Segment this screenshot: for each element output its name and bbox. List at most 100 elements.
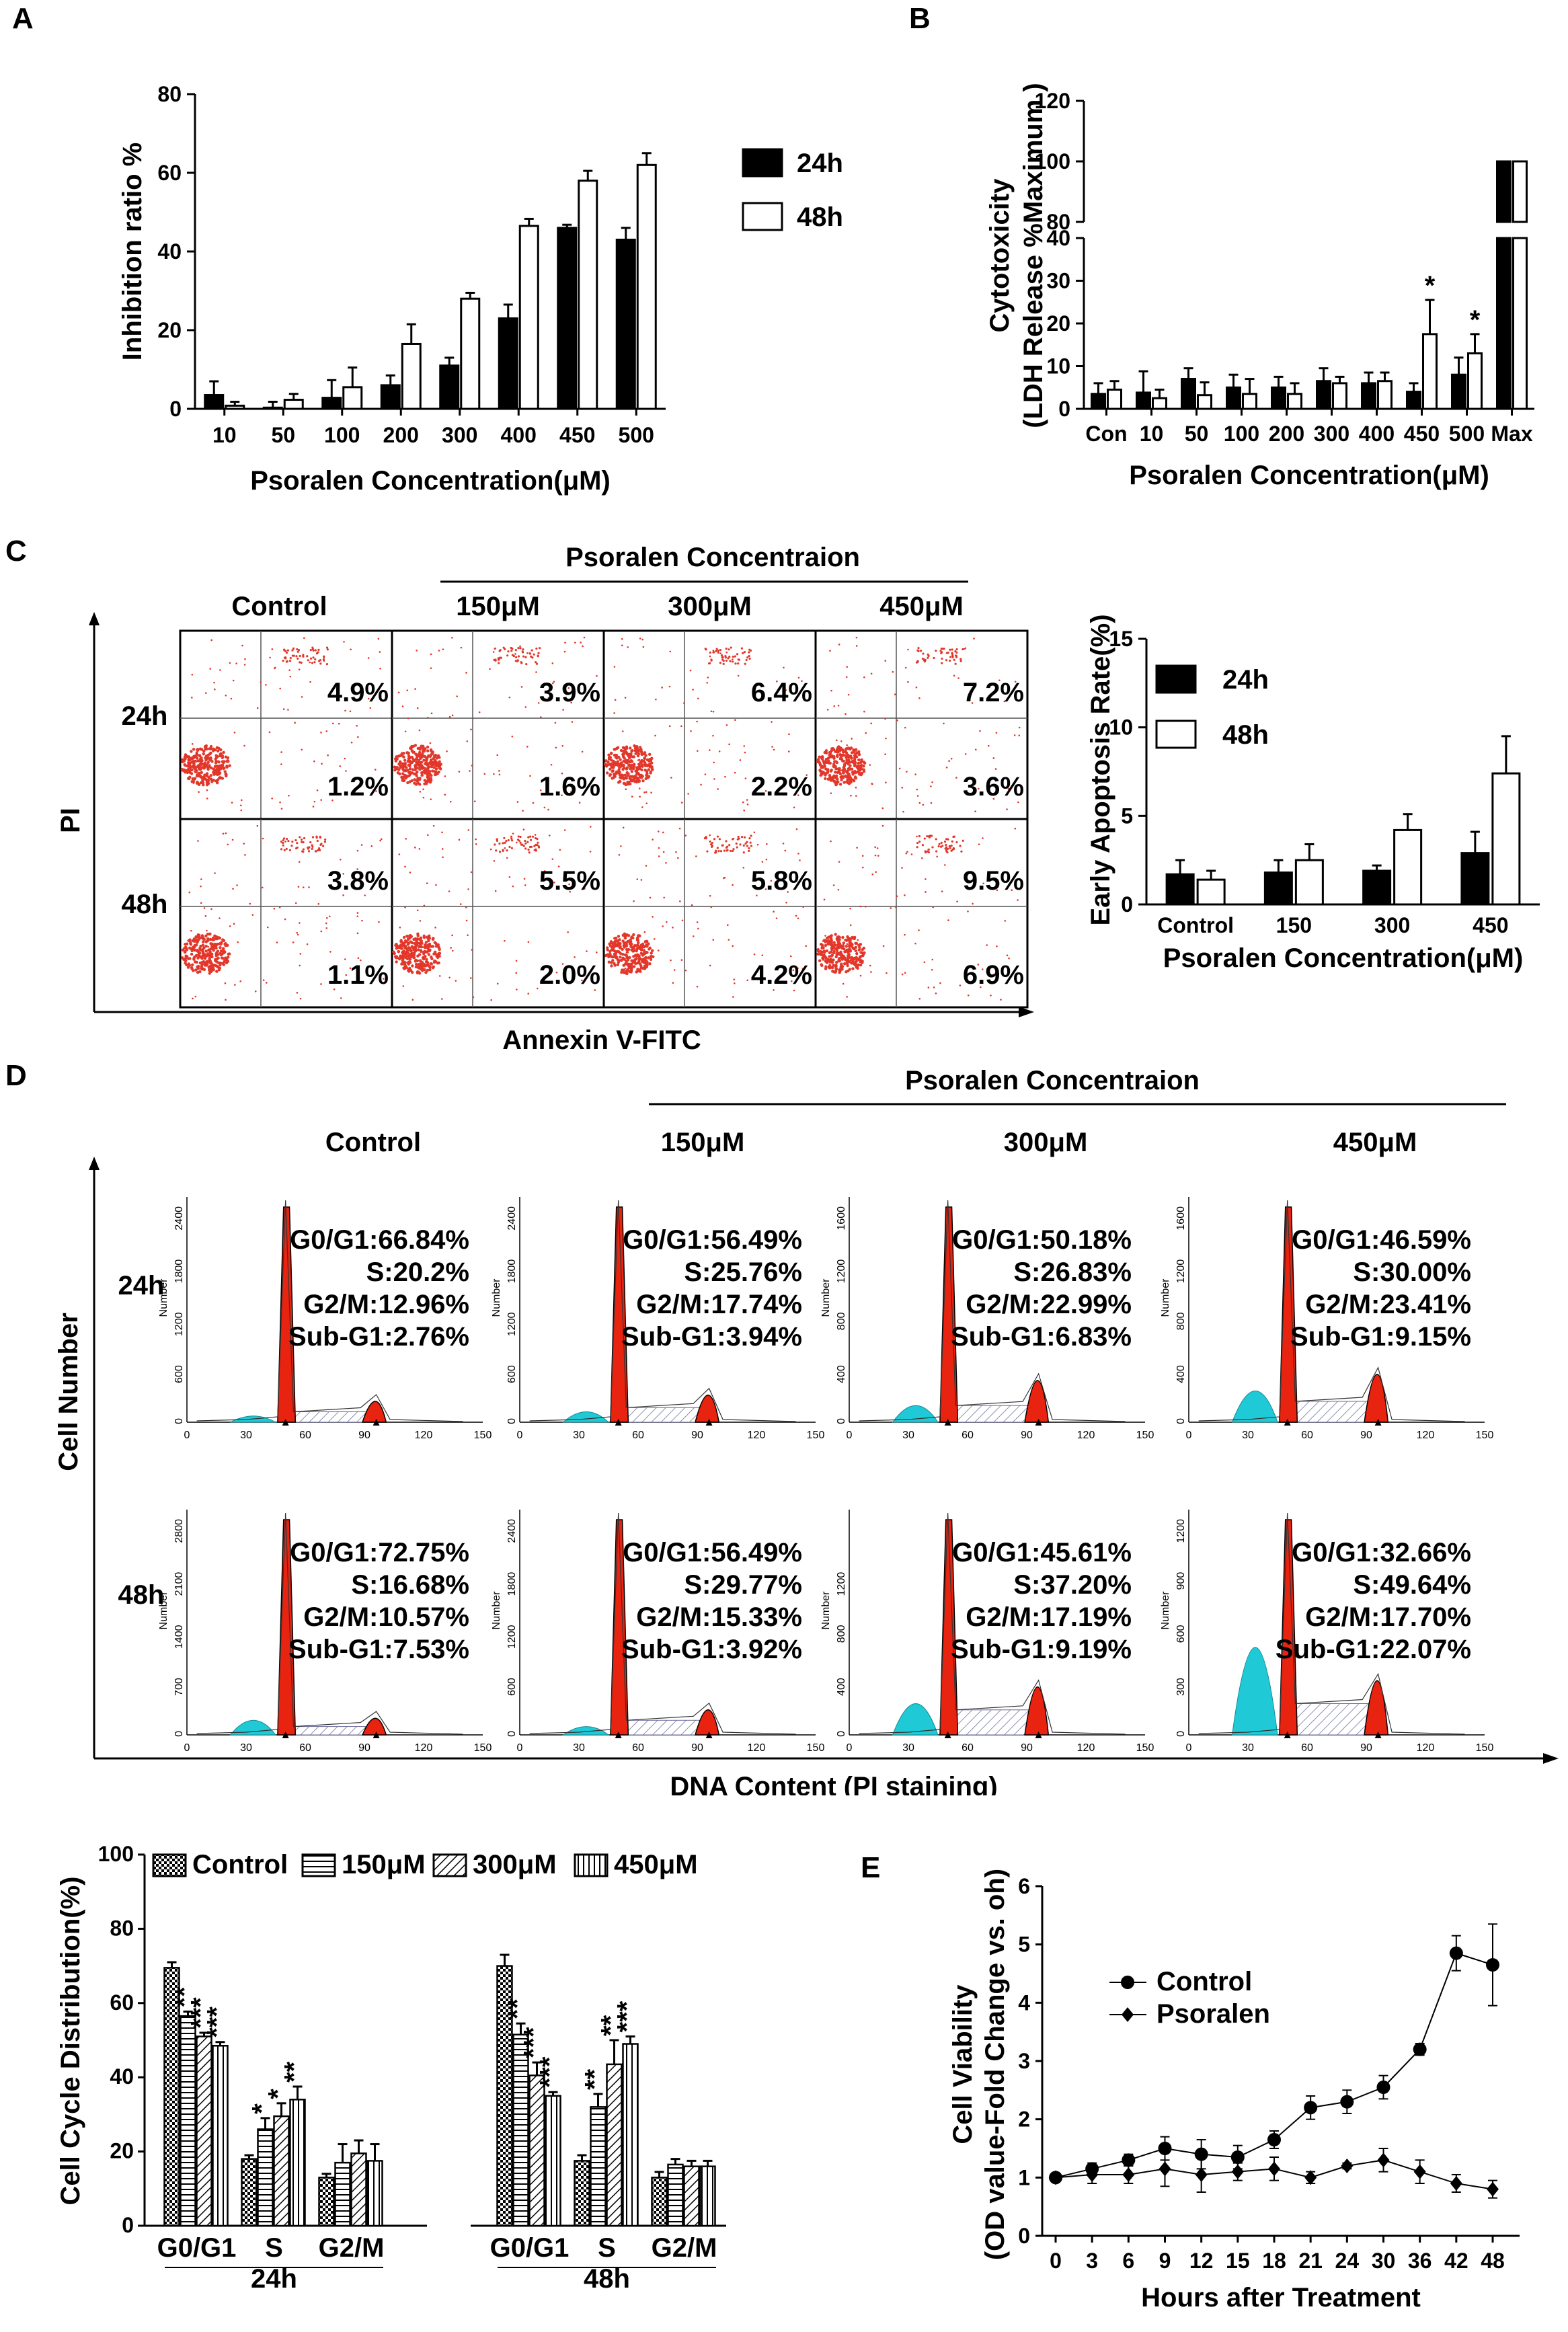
d-stat-line: Sub-G1:9.15% [1290,1322,1471,1352]
c-dot [295,655,298,658]
a-bar-24h [615,238,636,410]
c-dot [618,854,621,856]
c-dot [309,657,313,660]
c-dot [935,992,937,995]
c-dot [907,681,909,683]
c-dot [536,838,539,841]
c-dot [198,774,202,777]
c-dot [413,778,416,781]
c-dot [205,781,209,784]
c-dot [801,968,804,970]
c-dot [715,849,717,852]
c-dot [819,943,823,946]
c-dot [838,757,842,761]
c-dot [301,748,303,751]
c-dot [282,839,284,842]
b-bar-24h [1136,391,1151,410]
d-hist-ytick: 600 [173,1365,185,1383]
d-stat-line: S:26.83% [1013,1257,1132,1287]
c-dot [218,776,221,779]
c-dot [435,884,437,886]
d2-category-label: S [265,2233,283,2263]
c-dot [214,952,218,956]
c-dot [859,773,863,776]
c-dot [847,951,850,954]
c-dot [1018,734,1021,737]
c-dot [224,942,227,945]
c-dot [183,763,186,767]
d-stat-line: G0/G1:32.66% [1292,1538,1471,1567]
c-dot [722,662,725,665]
d2-significance-star: *** [519,2027,549,2058]
c-dot [645,772,649,775]
e-point-psoralen [1341,2159,1354,2173]
c-dot [200,771,204,775]
d-stat-line: G2/M:10.57% [303,1602,469,1632]
d-hist-xtick: 120 [1077,1430,1095,1441]
c-dot [990,995,992,997]
c-dot [397,763,401,766]
d-stat-line: S:30.00% [1353,1257,1471,1287]
c-dot [871,873,874,876]
d2-ytick-label: 0 [122,2213,134,2237]
c-dot [284,657,287,660]
d-stat-line: G2/M:17.70% [1305,1602,1471,1632]
c-dot [583,636,586,639]
c-dot [615,763,618,767]
c-dot [595,951,598,954]
c-dot [187,939,190,943]
c-dot [200,965,203,968]
c-dot [297,650,299,653]
c-dot [526,841,529,843]
c-flow-plot [814,818,1029,1009]
c-dot [227,952,230,956]
c-dot [732,884,734,886]
c-dot [319,849,321,851]
c-dot [438,766,441,770]
d-stat-line: Sub-G1:3.94% [621,1322,802,1352]
c-dot [851,936,854,939]
c-dot [427,716,429,719]
d-sub-g1-peak [229,1719,276,1736]
c-dot [1006,954,1009,957]
c-dot [401,951,404,954]
c-dot [540,716,542,718]
c-dot [225,999,227,1001]
c-dot [299,964,301,967]
c-dot [739,843,742,846]
c-dot [641,966,645,970]
c-dot [325,922,327,925]
c-dot [709,840,711,843]
c-dot [974,810,976,813]
panel-e-label: E [861,1851,880,1884]
c-dot [282,837,286,840]
c-dot [649,771,652,775]
c-dot [232,679,235,682]
c-dot [824,777,827,781]
c-dot [197,783,201,787]
c-dot [836,780,840,784]
c-dot [466,740,469,742]
d-peak-marker [373,1732,380,1738]
c-dot [419,791,422,793]
c-dot [370,845,373,847]
c-dot [184,962,187,965]
panel-b: B 0 10 20 30 40 80 100 120 Con 10 50 100 200 300 400 45… [874,0,1568,511]
c-dot [627,947,631,951]
d-hist-ytick: 2400 [173,1206,185,1231]
d-g2-peak [361,1717,387,1736]
c-dot [262,837,264,840]
c-dot [953,674,955,677]
c-dot [857,939,859,941]
c-dot [208,957,211,960]
c-dot [345,770,347,772]
c-dot [951,840,953,843]
c-dot [605,771,609,775]
c-dot [623,756,626,760]
c-dot [855,751,859,754]
c-dot [725,659,728,662]
c-dot [192,939,196,942]
c-dot [533,849,536,851]
c-dot [820,757,824,761]
